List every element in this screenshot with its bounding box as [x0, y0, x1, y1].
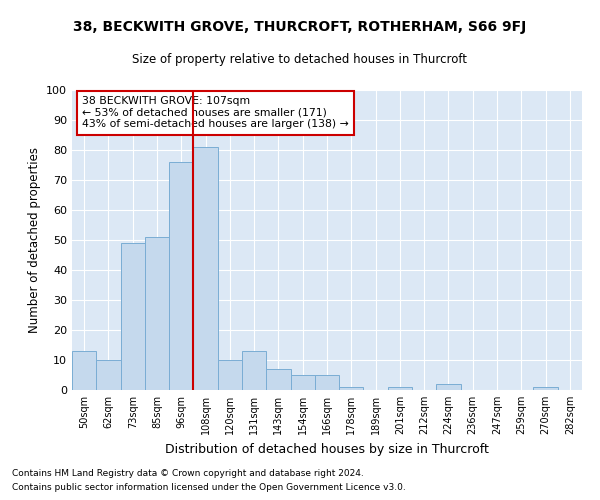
Text: Contains HM Land Registry data © Crown copyright and database right 2024.: Contains HM Land Registry data © Crown c…: [12, 468, 364, 477]
Bar: [169, 162, 193, 390]
X-axis label: Distribution of detached houses by size in Thurcroft: Distribution of detached houses by size …: [165, 442, 489, 456]
Bar: [266, 369, 290, 390]
Bar: [290, 375, 315, 390]
Bar: [339, 387, 364, 390]
Bar: [193, 147, 218, 390]
Bar: [388, 387, 412, 390]
Text: Contains public sector information licensed under the Open Government Licence v3: Contains public sector information licen…: [12, 484, 406, 492]
Text: 38, BECKWITH GROVE, THURCROFT, ROTHERHAM, S66 9FJ: 38, BECKWITH GROVE, THURCROFT, ROTHERHAM…: [73, 20, 527, 34]
Text: 38 BECKWITH GROVE: 107sqm
← 53% of detached houses are smaller (171)
43% of semi: 38 BECKWITH GROVE: 107sqm ← 53% of detac…: [82, 96, 349, 129]
Bar: [72, 351, 96, 390]
Bar: [145, 237, 169, 390]
Bar: [436, 384, 461, 390]
Bar: [121, 243, 145, 390]
Bar: [242, 351, 266, 390]
Bar: [533, 387, 558, 390]
Bar: [218, 360, 242, 390]
Y-axis label: Number of detached properties: Number of detached properties: [28, 147, 41, 333]
Bar: [96, 360, 121, 390]
Bar: [315, 375, 339, 390]
Text: Size of property relative to detached houses in Thurcroft: Size of property relative to detached ho…: [133, 52, 467, 66]
